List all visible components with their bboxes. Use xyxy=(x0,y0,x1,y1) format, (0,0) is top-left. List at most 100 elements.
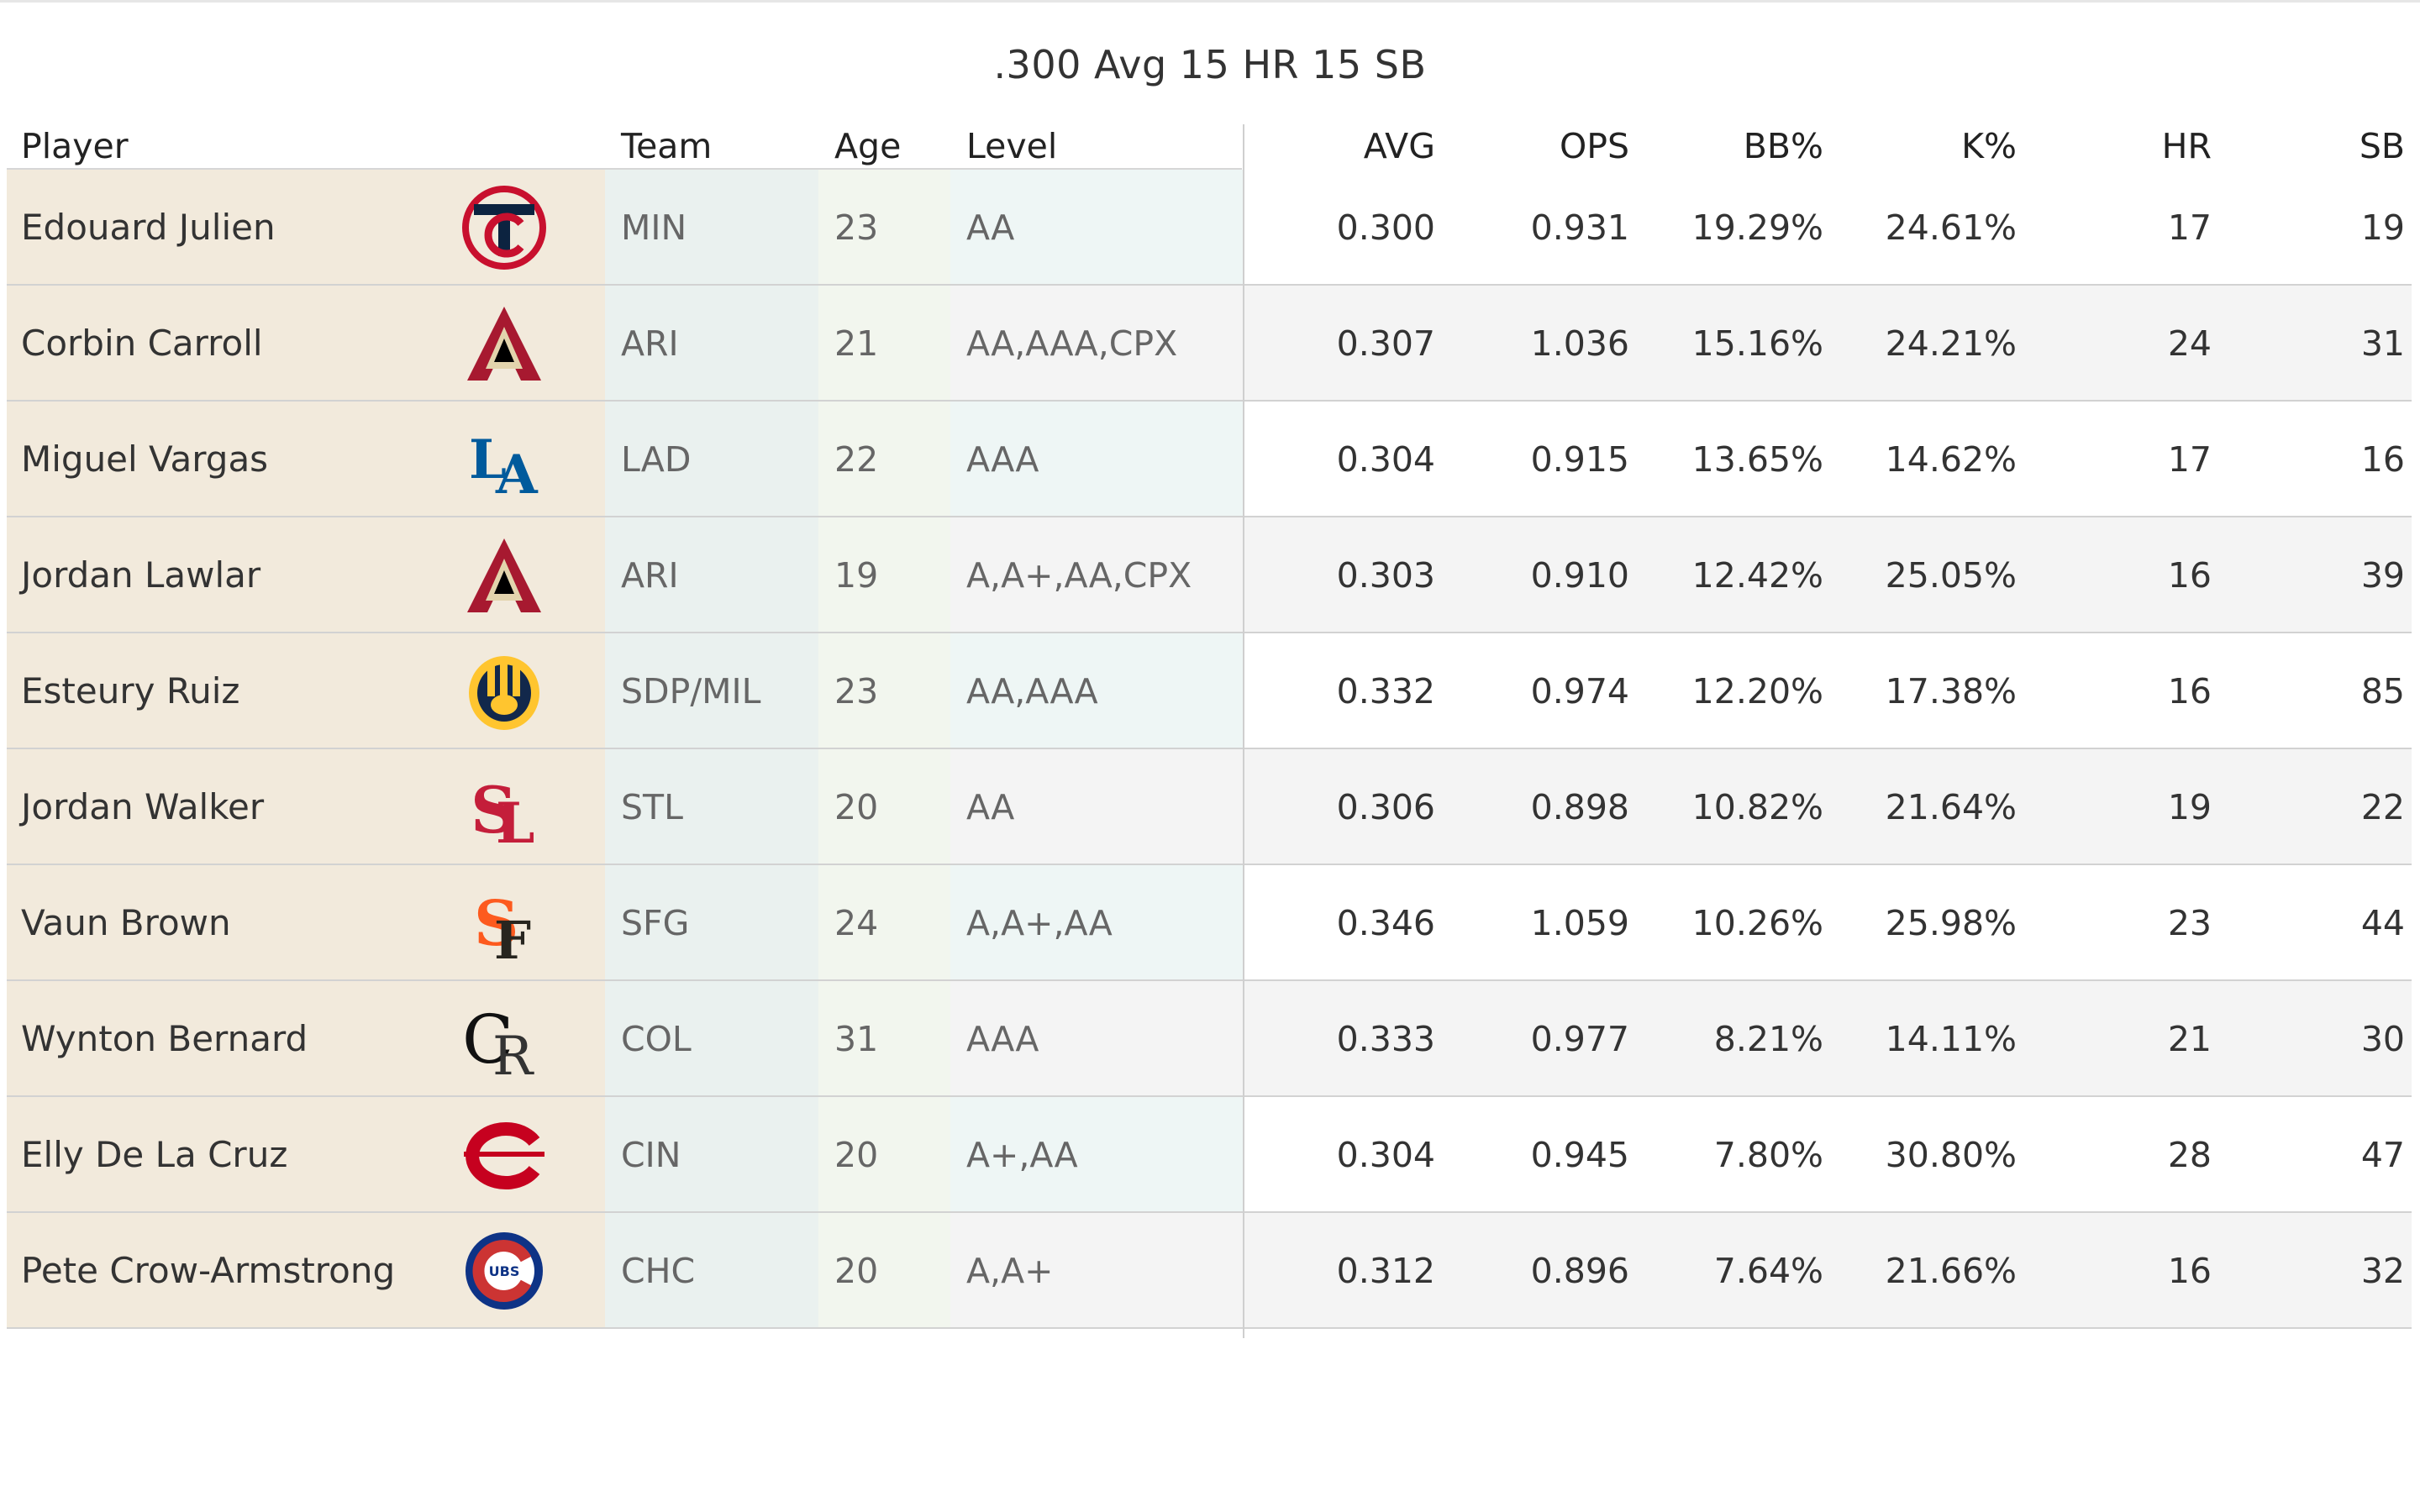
table-row[interactable]: Vaun Brown S F SFG 24 A,A+,AA 0.346 1.059 10.26%… xyxy=(7,865,2412,981)
avg-value: 0.300 xyxy=(1336,207,1435,248)
player-level: A,A+,AA xyxy=(966,903,1113,943)
player-age: 24 xyxy=(834,903,879,943)
team-cell-bg xyxy=(605,517,818,633)
team-cell-bg xyxy=(605,402,818,517)
player-name: Miguel Vargas xyxy=(21,438,269,480)
hr-value: 23 xyxy=(2167,903,2212,943)
age-cell-bg xyxy=(818,286,950,402)
table-row[interactable]: Wynton Bernard C R COL 31 AAA 0.333 0.977 8.21% 1… xyxy=(7,981,2412,1097)
table-row[interactable]: Jordan Walker S L STL 20 AA 0.306 0.898 10.82% 21… xyxy=(7,749,2412,865)
player-age: 20 xyxy=(834,787,879,827)
table-row[interactable]: Miguel Vargas L A LAD 22 AAA 0.304 0.915 13.65% 1… xyxy=(7,402,2412,517)
table-row[interactable]: Edouard Julien MIN 23 AA 0.300 0.931 19.29% 24.… xyxy=(7,170,2412,286)
age-cell-bg xyxy=(818,749,950,865)
k-pct-value: 17.38% xyxy=(1885,671,2017,711)
hr-value: 24 xyxy=(2167,323,2212,364)
header-team[interactable]: Team xyxy=(621,126,713,166)
svg-text:A: A xyxy=(495,444,539,501)
k-pct-value: 14.62% xyxy=(1885,439,2017,480)
bb-pct-value: 8.21% xyxy=(1713,1019,1823,1059)
level-cell-bg xyxy=(950,1213,1243,1329)
player-age: 23 xyxy=(834,207,879,248)
bb-pct-value: 7.80% xyxy=(1713,1135,1823,1175)
header-player[interactable]: Player xyxy=(21,126,129,166)
level-cell-bg xyxy=(950,749,1243,865)
diamondbacks-logo-icon xyxy=(462,533,546,617)
svg-text:L: L xyxy=(469,428,507,491)
twins-logo-icon xyxy=(462,186,546,270)
k-pct-value: 25.05% xyxy=(1885,555,2017,596)
sb-value: 44 xyxy=(2360,903,2405,943)
brewers-logo-icon xyxy=(462,649,546,733)
stats-cell-bg xyxy=(1244,749,2412,865)
player-level: A,A+,AA,CPX xyxy=(966,555,1192,596)
player-cell-bg xyxy=(7,749,605,865)
sb-value: 32 xyxy=(2360,1251,2405,1291)
avg-value: 0.346 xyxy=(1336,903,1435,943)
sb-value: 19 xyxy=(2360,207,2405,248)
team-abbr: ARI xyxy=(621,555,679,596)
header-k-pct[interactable]: K% xyxy=(1961,126,2017,166)
hr-value: 16 xyxy=(2167,1251,2212,1291)
row-divider xyxy=(7,516,2412,517)
player-age: 20 xyxy=(834,1251,879,1291)
table-row[interactable]: Jordan Lawlar ARI 19 A,A+,AA,CPX 0.303 0.910 1… xyxy=(7,517,2412,633)
hr-value: 16 xyxy=(2167,555,2212,596)
sb-value: 30 xyxy=(2360,1019,2405,1059)
header-ops[interactable]: OPS xyxy=(1559,126,1629,166)
table-row[interactable]: Corbin Carroll ARI 21 AA,AAA,CPX 0.307 1.036 1… xyxy=(7,286,2412,402)
diamondbacks-logo-icon xyxy=(462,302,546,386)
sb-value: 22 xyxy=(2360,787,2405,827)
header-hr[interactable]: HR xyxy=(2161,126,2212,166)
table-row[interactable]: Elly De La Cruz CIN 20 A+,AA 0.304 0.945 7.80%… xyxy=(7,1097,2412,1213)
row-divider xyxy=(7,400,2412,402)
team-abbr: STL xyxy=(621,787,683,827)
age-cell-bg xyxy=(818,517,950,633)
ops-value: 0.974 xyxy=(1530,671,1629,711)
avg-value: 0.304 xyxy=(1336,1135,1435,1175)
bb-pct-value: 19.29% xyxy=(1691,207,1823,248)
stats-cell-bg xyxy=(1244,170,2412,286)
header-age[interactable]: Age xyxy=(834,126,902,166)
player-level: AA xyxy=(966,207,1015,248)
bb-pct-value: 12.42% xyxy=(1691,555,1823,596)
header-avg[interactable]: AVG xyxy=(1363,126,1435,166)
svg-text:UBS: UBS xyxy=(489,1263,520,1279)
k-pct-value: 21.66% xyxy=(1885,1251,2017,1291)
bb-pct-value: 7.64% xyxy=(1713,1251,1823,1291)
player-name: Pete Crow-Armstrong xyxy=(21,1250,396,1291)
chart-title: .300 Avg 15 HR 15 SB xyxy=(993,42,1427,87)
svg-text:S: S xyxy=(471,773,517,848)
level-cell-bg xyxy=(950,865,1243,981)
header-level[interactable]: Level xyxy=(966,126,1058,166)
bb-pct-value: 15.16% xyxy=(1691,323,1823,364)
k-pct-value: 24.21% xyxy=(1885,323,2017,364)
player-age: 19 xyxy=(834,555,879,596)
row-divider xyxy=(7,1327,2412,1329)
player-name: Jordan Walker xyxy=(21,786,265,827)
table-row[interactable]: Pete Crow-Armstrong UBS CHC 20 A,A+ 0.312 0.89… xyxy=(7,1213,2412,1329)
avg-value: 0.304 xyxy=(1336,439,1435,480)
table-row[interactable]: Esteury Ruiz SDP/MIL 23 AA,AAA 0.332 0.974 12.… xyxy=(7,633,2412,749)
player-age: 22 xyxy=(834,439,879,480)
row-divider xyxy=(7,1211,2412,1213)
hr-value: 17 xyxy=(2167,439,2212,480)
header-bb-pct[interactable]: BB% xyxy=(1743,126,1823,166)
header-sb[interactable]: SB xyxy=(2359,126,2405,166)
player-cell-bg xyxy=(7,402,605,517)
k-pct-value: 24.61% xyxy=(1885,207,2017,248)
player-age: 23 xyxy=(834,671,879,711)
reds-logo-icon xyxy=(462,1113,546,1197)
ops-value: 1.036 xyxy=(1530,323,1629,364)
k-pct-value: 21.64% xyxy=(1885,787,2017,827)
svg-text:C: C xyxy=(462,1000,513,1079)
age-cell-bg xyxy=(818,402,950,517)
team-cell-bg xyxy=(605,170,818,286)
level-cell-bg xyxy=(950,517,1243,633)
svg-text:S: S xyxy=(474,888,518,960)
hr-value: 17 xyxy=(2167,207,2212,248)
